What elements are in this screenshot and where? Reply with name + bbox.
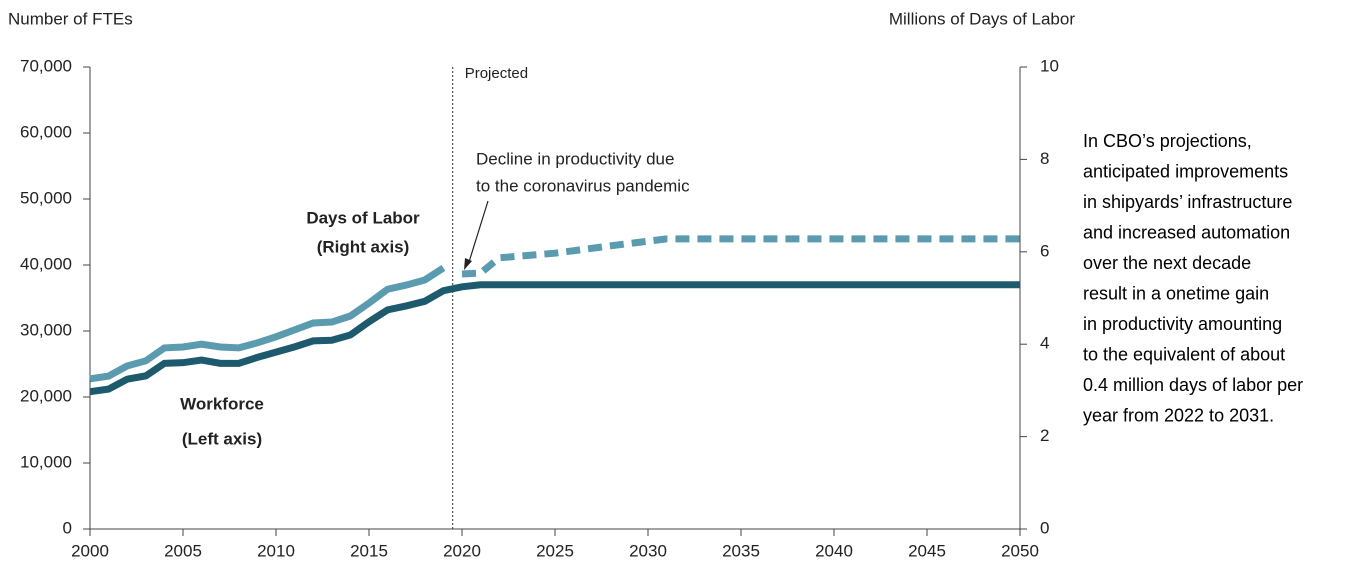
y2-tick-label: 10 bbox=[1040, 56, 1059, 75]
series-line bbox=[89, 265, 446, 383]
y-tick-label: 60,000 bbox=[20, 122, 72, 141]
series-axis-label: (Right axis) bbox=[317, 237, 410, 256]
x-tick-label: 2040 bbox=[815, 541, 853, 560]
x-tick-label: 2035 bbox=[722, 541, 760, 560]
x-tick-label: 2005 bbox=[164, 541, 202, 560]
x-tick-label: 2030 bbox=[629, 541, 667, 560]
y-tick-label: 10,000 bbox=[20, 452, 72, 471]
side-note: result in a onetime gain bbox=[1083, 283, 1269, 303]
x-tick-label: 2045 bbox=[908, 541, 946, 560]
side-note: anticipated improvements bbox=[1083, 161, 1288, 181]
series-label: Workforce bbox=[180, 394, 264, 413]
y2-tick-label: 8 bbox=[1040, 149, 1049, 168]
side-note: in shipyards’ infrastructure bbox=[1083, 192, 1292, 212]
y-tick-label: 30,000 bbox=[20, 320, 72, 339]
arrow-head bbox=[464, 258, 472, 270]
y-tick-label: 50,000 bbox=[20, 188, 72, 207]
series-label: Days of Labor bbox=[306, 208, 420, 227]
series-axis-label: (Left axis) bbox=[182, 429, 262, 448]
y2-axis-label: Millions of Days of Labor bbox=[889, 9, 1075, 28]
x-tick-label: 2025 bbox=[536, 541, 574, 560]
x-tick-label: 2000 bbox=[71, 541, 109, 560]
x-tick-label: 2050 bbox=[1001, 541, 1039, 560]
side-note: and increased automation bbox=[1083, 222, 1290, 242]
annotation: Decline in productivity due bbox=[476, 149, 674, 168]
x-tick-label: 2015 bbox=[350, 541, 388, 560]
side-note: over the next decade bbox=[1083, 253, 1251, 273]
y-tick-label: 20,000 bbox=[20, 386, 72, 405]
y-tick-label: 0 bbox=[63, 518, 72, 537]
y2-tick-label: 2 bbox=[1040, 426, 1049, 445]
annotation: to the coronavirus pandemic bbox=[476, 176, 690, 195]
side-note: 0.4 million days of labor per bbox=[1083, 375, 1303, 395]
side-note: to the equivalent of about bbox=[1083, 344, 1285, 364]
y-tick-label: 40,000 bbox=[20, 254, 72, 273]
side-note: In CBO’s projections, bbox=[1083, 131, 1252, 151]
series-line bbox=[89, 281, 1020, 396]
x-tick-label: 2020 bbox=[443, 541, 481, 560]
series-line bbox=[461, 235, 1020, 278]
y-tick-label: 70,000 bbox=[20, 56, 72, 75]
annotation-arrow bbox=[468, 200, 489, 263]
y2-tick-label: 6 bbox=[1040, 241, 1049, 260]
projection-label: Projected bbox=[465, 65, 528, 82]
side-note: in productivity amounting bbox=[1083, 314, 1282, 334]
side-note: year from 2022 to 2031. bbox=[1083, 405, 1274, 425]
x-tick-label: 2010 bbox=[257, 541, 295, 560]
y2-tick-label: 4 bbox=[1040, 334, 1049, 353]
y-axis-label: Number of FTEs bbox=[8, 9, 133, 28]
y2-tick-label: 0 bbox=[1040, 518, 1049, 537]
